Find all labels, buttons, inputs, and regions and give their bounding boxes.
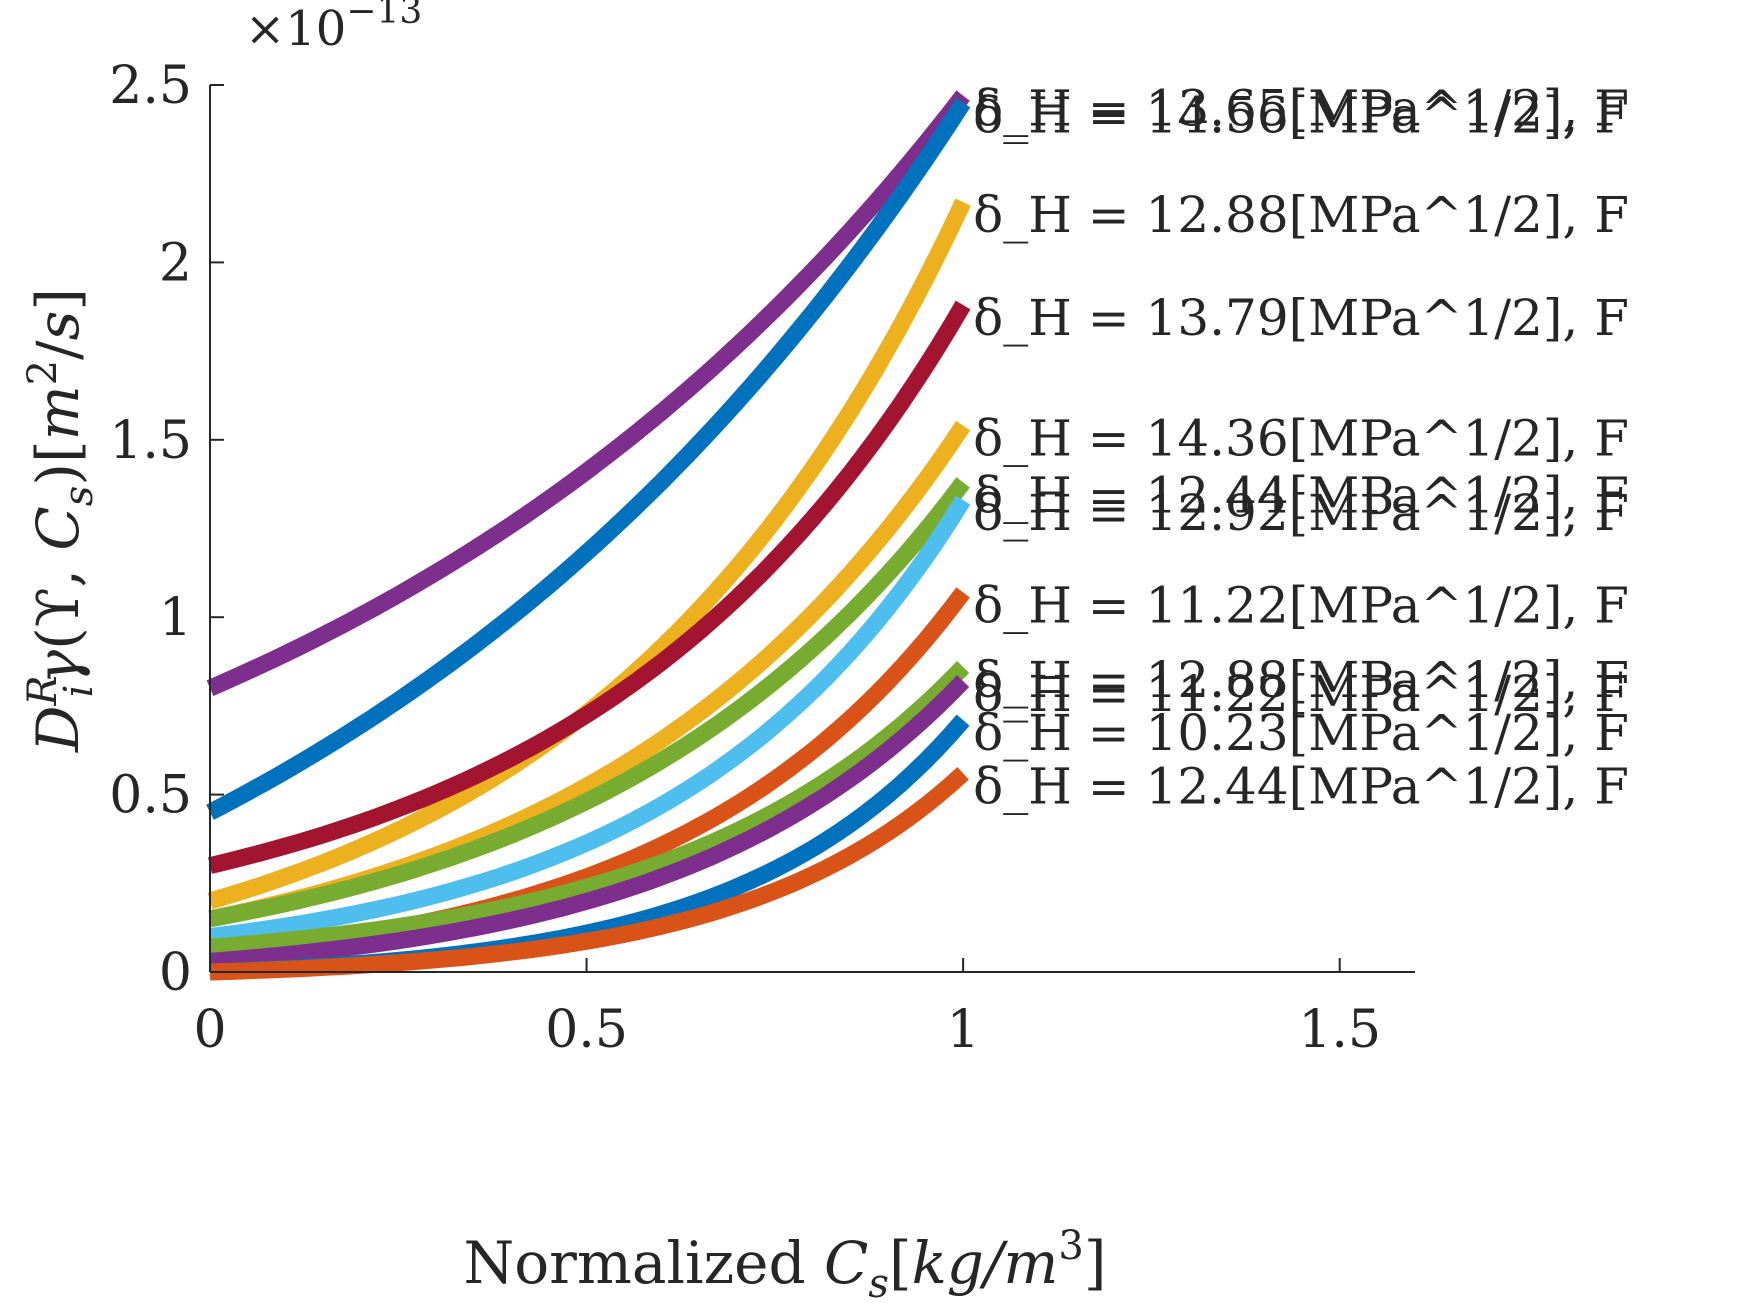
curve-label: δ_H = 13.79[MPa^1/2], F <box>973 289 1629 347</box>
x-tick-label: 0 <box>193 1000 226 1060</box>
curve-label: δ_H = 11.22[MPa^1/2], F <box>973 576 1629 634</box>
series-lines <box>206 90 971 981</box>
series-line <box>206 90 970 696</box>
x-axis-title: Normalized Cs[kg/m3] <box>464 1223 1107 1307</box>
y-tick-label: 0 <box>159 943 192 1003</box>
y-tick-label: 1.5 <box>109 411 192 471</box>
curve-label: δ_H = 12.44[MPa^1/2], F <box>973 757 1629 815</box>
y-exponent-label: ×10−13 <box>245 0 422 57</box>
curve-label: δ_H = 11.22[MPa^1/2], F <box>973 665 1629 723</box>
y-tick-label: 2 <box>159 233 192 293</box>
curve-label: δ_H = 12.88[MPa^1/2], F <box>973 186 1629 244</box>
y-exponent-times: ×10 <box>245 1 346 57</box>
x-tick-label: 0.5 <box>545 1000 628 1060</box>
axes: 0 0.5 1 1.5 2 2.5 0 0.5 1 1.5 <box>109 56 1415 1060</box>
y-tick-label: 1 <box>159 588 192 648</box>
series-line <box>209 766 969 981</box>
y-axis-title: DRiγ(ϒ, Cs)[m2/s] <box>20 288 102 753</box>
series-line <box>206 98 971 820</box>
y-tick-label: 0.5 <box>109 766 192 826</box>
series-line <box>208 495 971 945</box>
curve-label: δ_H = 12.92[MPa^1/2], F <box>973 484 1629 542</box>
y-tick-label: 2.5 <box>109 56 192 116</box>
series-line <box>208 300 971 874</box>
curve-annotations: δ_H = 13.65[MPa^1/2], Fδ_H = 14.56[MPa^1… <box>973 80 1629 816</box>
curve-label: δ_H = 13.65[MPa^1/2], F <box>973 80 1629 138</box>
series-line <box>208 477 970 928</box>
series-line <box>209 675 970 970</box>
curve-label: δ_H = 14.56[MPa^1/2], F <box>973 87 1629 145</box>
x-tick-label: 1 <box>947 1000 980 1060</box>
curve-label: δ_H = 12.44[MPa^1/2], F <box>973 466 1629 524</box>
curve-label: δ_H = 14.36[MPa^1/2], F <box>973 410 1629 468</box>
curve-label: δ_H = 12.88[MPa^1/2], F <box>973 651 1629 709</box>
series-line <box>209 660 970 956</box>
y-exponent-power: −13 <box>346 0 422 32</box>
x-tick-label: 1.5 <box>1298 1000 1381 1060</box>
curve-label: δ_H = 10.23[MPa^1/2], F <box>973 704 1629 762</box>
